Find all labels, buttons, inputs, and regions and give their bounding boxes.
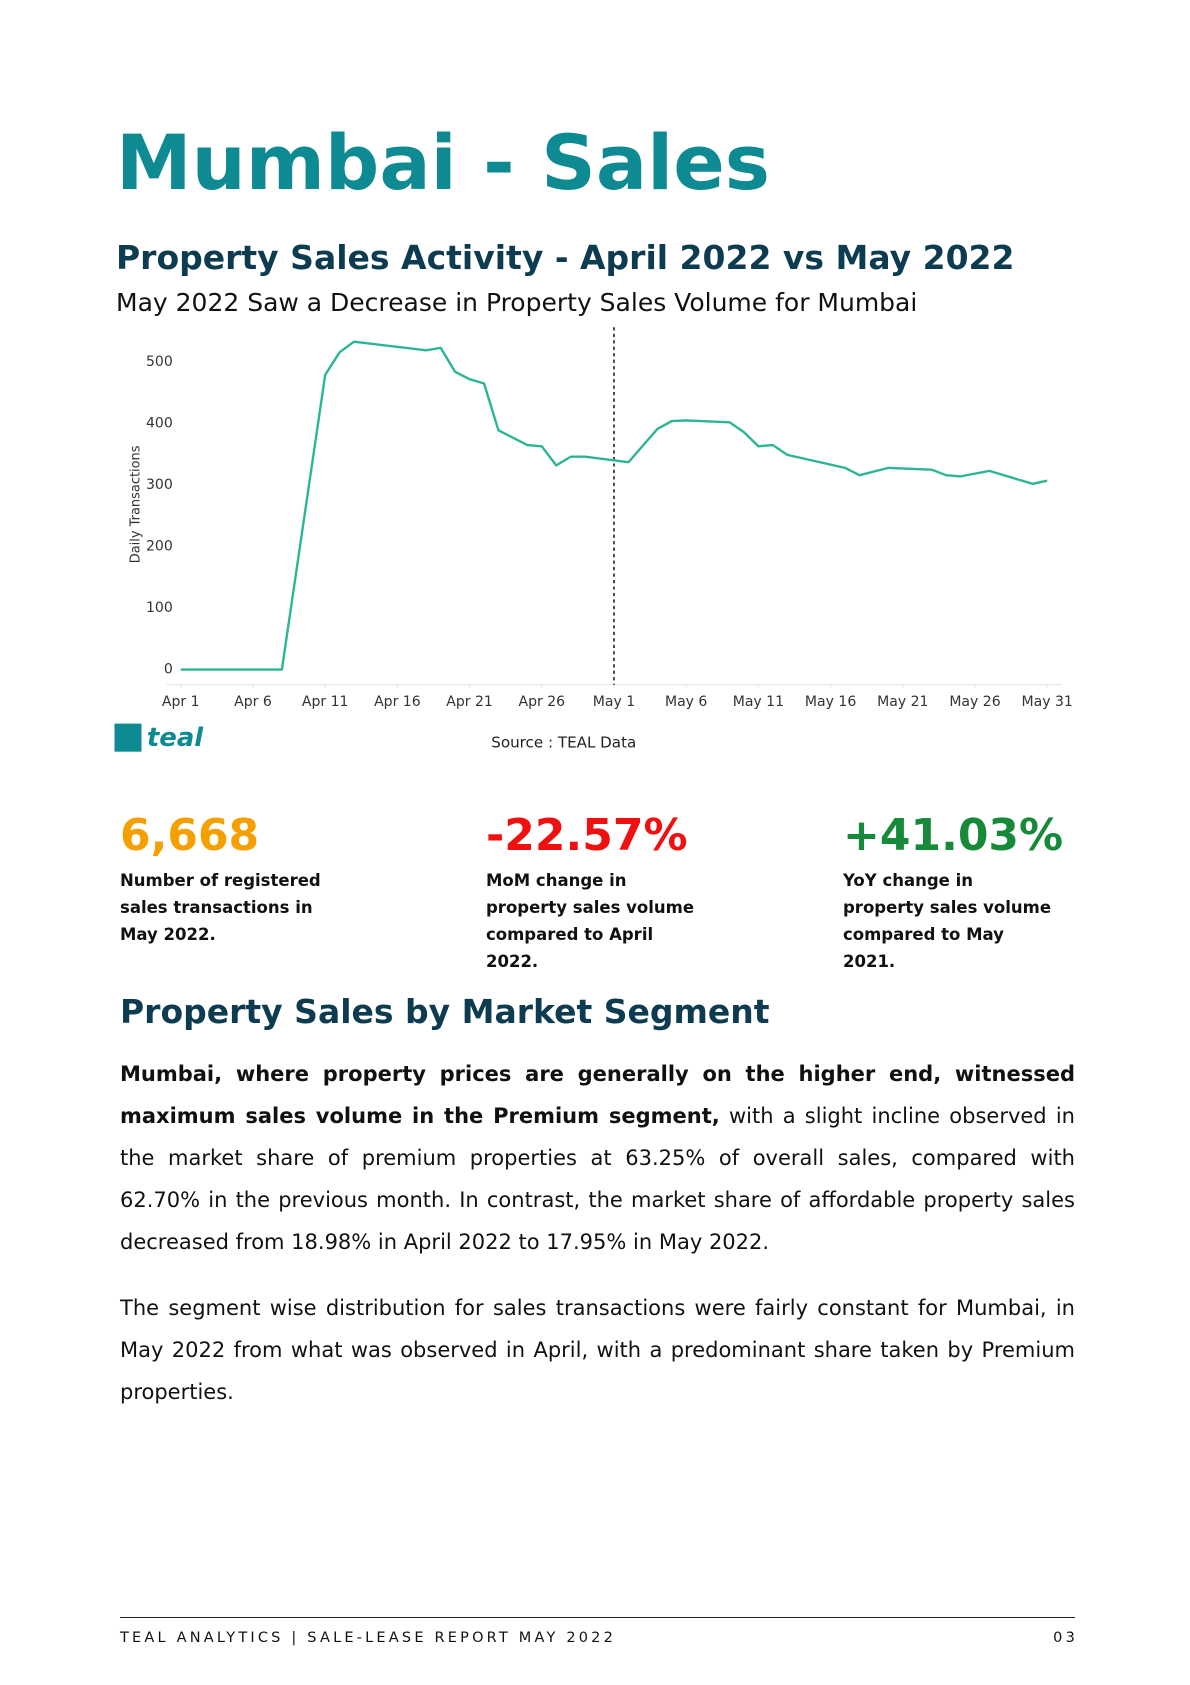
y-tick-label: 0: [164, 662, 173, 678]
y-axis-label: Daily Transactions: [129, 445, 144, 563]
stat-description: YoY change in property sales volume comp…: [843, 871, 1052, 971]
y-tick-label: 200: [146, 539, 173, 555]
y-tick-label: 400: [146, 416, 173, 432]
footer-right: 03: [1053, 1630, 1078, 1646]
x-tick-label: May 31: [1022, 694, 1073, 710]
x-tick-label: May 16: [805, 694, 856, 710]
x-tick-label: May 21: [877, 694, 928, 710]
x-tick-label: Apr 26: [518, 694, 565, 710]
y-tick-label: 500: [146, 354, 173, 370]
x-tick-label: Apr 6: [234, 694, 272, 710]
logo-mark: [114, 723, 142, 752]
paragraph-text: with a slight incline observed in the ma…: [120, 1104, 1075, 1254]
stat-value: -22.57%: [486, 810, 688, 861]
data-line: [180, 340, 1048, 671]
section-heading: Property Sales Activity - April 2022 vs …: [116, 238, 1015, 277]
bold-text: Mumbai, where property prices are genera…: [120, 1062, 1075, 1128]
stat-description: MoM change in property sales volume comp…: [486, 871, 695, 971]
x-tick-label: May 6: [665, 694, 707, 710]
source-note: Source : TEAL Data: [491, 734, 636, 752]
section-heading: Property Sales by Market Segment: [120, 992, 770, 1031]
stat-value: +41.03%: [843, 810, 1064, 861]
stat: 6,668 Number of registered sales transact…: [120, 810, 440, 948]
stat: -22.57% MoM change in property sales volu…: [486, 810, 806, 975]
logo-text: teal: [147, 723, 204, 753]
chart: teal Source : TEAL Data Daily Transactio…: [114, 324, 1073, 753]
stat-description: Number of registered sales transactions …: [120, 871, 321, 944]
stat-value: 6,668: [120, 810, 260, 861]
y-tick-label: 300: [146, 477, 173, 493]
y-tick-label: 100: [146, 600, 173, 616]
x-tick-label: May 11: [733, 694, 784, 710]
page-title: Mumbai - Sales: [116, 118, 770, 207]
x-tick-label: May 1: [593, 694, 635, 710]
footer-rule: [120, 1617, 1075, 1618]
x-tick-label: Apr 1: [162, 694, 200, 710]
stat: +41.03% YoY change in property sales volu…: [843, 810, 1163, 975]
footer-left: TEAL ANALYTICS | SALE-LEASE REPORT MAY 2…: [120, 1630, 617, 1646]
x-tick-label: Apr 11: [302, 694, 349, 710]
x-tick-label: Apr 16: [374, 694, 421, 710]
x-tick-label: May 26: [949, 694, 1000, 710]
section-subheading: May 2022 Saw a Decrease in Property Sale…: [116, 288, 918, 317]
paragraph: Mumbai, where property prices are genera…: [120, 1053, 1075, 1263]
x-tick-label: Apr 21: [446, 694, 493, 710]
paragraph: The segment wise distribution for sales …: [120, 1296, 1075, 1404]
